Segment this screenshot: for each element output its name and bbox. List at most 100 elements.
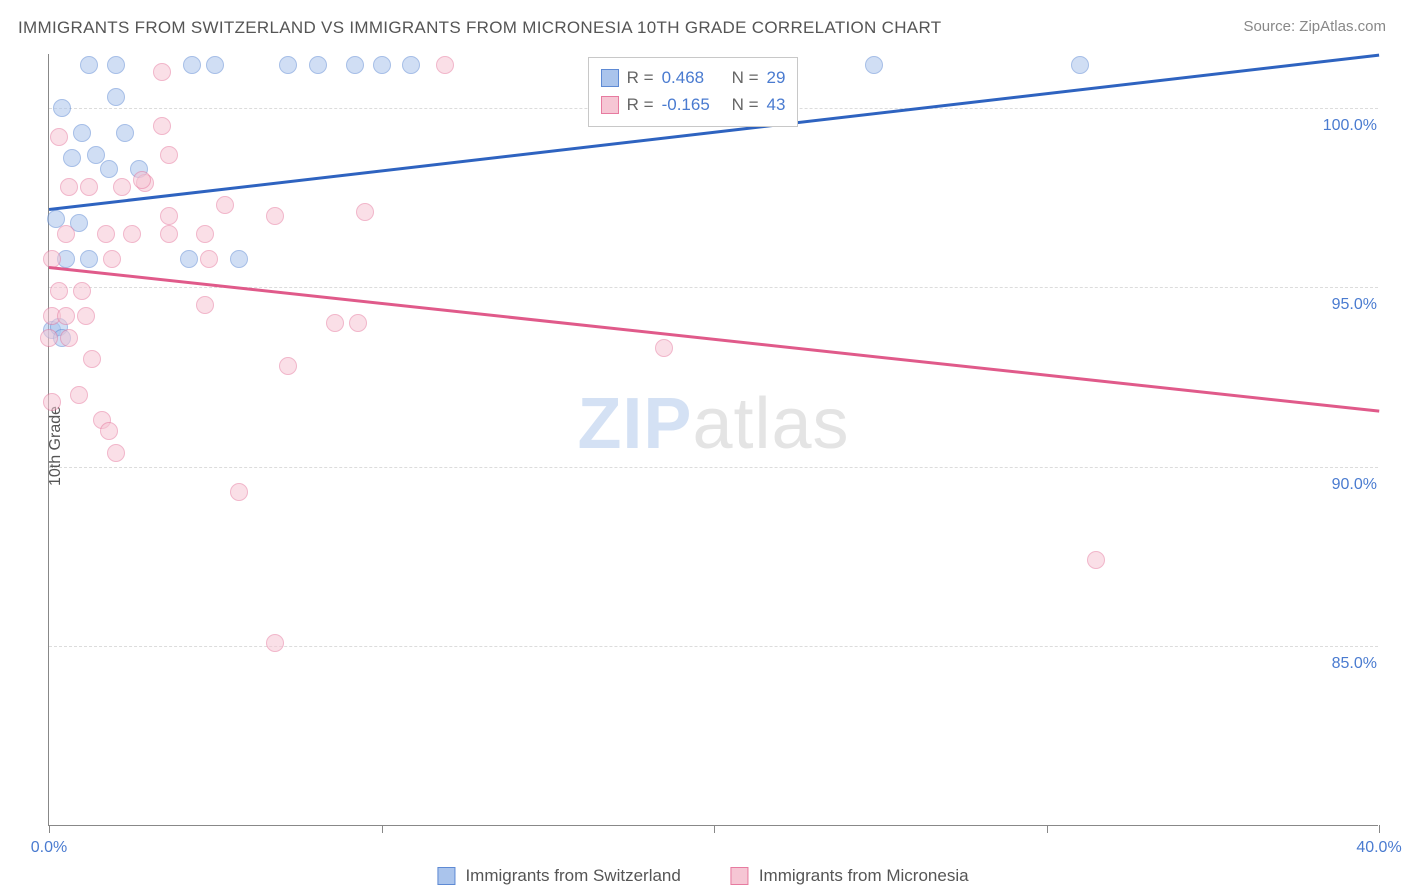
x-tick <box>1047 825 1048 833</box>
scatter-point <box>346 56 364 74</box>
scatter-point <box>80 178 98 196</box>
scatter-point <box>40 329 58 347</box>
scatter-point <box>216 196 234 214</box>
scatter-point <box>160 146 178 164</box>
bottom-legend: Immigrants from Switzerland Immigrants fr… <box>437 866 968 886</box>
scatter-point <box>73 282 91 300</box>
scatter-point <box>60 178 78 196</box>
legend-swatch <box>601 96 619 114</box>
scatter-point <box>133 171 151 189</box>
scatter-point <box>50 128 68 146</box>
scatter-point <box>97 225 115 243</box>
scatter-point <box>50 282 68 300</box>
plot-area: ZIPatlas 85.0%90.0%95.0%100.0%0.0%40.0%R… <box>48 54 1378 826</box>
scatter-point <box>180 250 198 268</box>
x-tick-label: 0.0% <box>31 839 67 857</box>
scatter-point <box>655 339 673 357</box>
watermark: ZIPatlas <box>577 383 849 465</box>
y-tick-label: 90.0% <box>1328 476 1381 494</box>
scatter-point <box>196 225 214 243</box>
r-label: R = <box>627 91 654 118</box>
scatter-point <box>183 56 201 74</box>
scatter-point <box>107 444 125 462</box>
scatter-point <box>77 307 95 325</box>
watermark-atlas: atlas <box>692 384 849 464</box>
scatter-point <box>356 203 374 221</box>
gridline-h <box>49 646 1378 647</box>
stats-box: R = 0.468 N = 29 R = -0.165 N = 43 <box>588 57 799 127</box>
scatter-point <box>107 88 125 106</box>
scatter-point <box>279 56 297 74</box>
n-value: 29 <box>767 64 786 91</box>
legend-swatch <box>731 867 749 885</box>
scatter-point <box>123 225 141 243</box>
x-tick <box>1379 825 1380 833</box>
scatter-point <box>1087 551 1105 569</box>
scatter-point <box>113 178 131 196</box>
scatter-point <box>43 250 61 268</box>
y-tick-label: 100.0% <box>1319 117 1381 135</box>
scatter-point <box>402 56 420 74</box>
scatter-point <box>865 56 883 74</box>
stats-row: R = -0.165 N = 43 <box>601 91 786 118</box>
scatter-point <box>436 56 454 74</box>
y-tick-label: 85.0% <box>1328 655 1381 673</box>
scatter-point <box>309 56 327 74</box>
legend-label: Immigrants from Switzerland <box>465 866 680 886</box>
n-label: N = <box>732 91 759 118</box>
x-tick <box>382 825 383 833</box>
scatter-point <box>107 56 125 74</box>
scatter-point <box>73 124 91 142</box>
x-tick <box>49 825 50 833</box>
legend-item: Immigrants from Micronesia <box>731 866 969 886</box>
scatter-point <box>196 296 214 314</box>
scatter-point <box>100 422 118 440</box>
scatter-point <box>206 56 224 74</box>
y-tick-label: 95.0% <box>1328 296 1381 314</box>
scatter-point <box>57 225 75 243</box>
r-label: R = <box>627 64 654 91</box>
x-tick <box>714 825 715 833</box>
gridline-h <box>49 467 1378 468</box>
scatter-point <box>100 160 118 178</box>
chart-title: IMMIGRANTS FROM SWITZERLAND VS IMMIGRANT… <box>18 18 941 38</box>
scatter-point <box>63 149 81 167</box>
scatter-point <box>279 357 297 375</box>
watermark-zip: ZIP <box>577 384 692 464</box>
scatter-point <box>266 634 284 652</box>
n-value: 43 <box>767 91 786 118</box>
legend-swatch <box>437 867 455 885</box>
source-label: Source: ZipAtlas.com <box>1243 18 1386 35</box>
scatter-point <box>60 329 78 347</box>
scatter-point <box>153 63 171 81</box>
scatter-point <box>80 56 98 74</box>
r-value: 0.468 <box>662 64 724 91</box>
stats-row: R = 0.468 N = 29 <box>601 64 786 91</box>
scatter-point <box>373 56 391 74</box>
n-label: N = <box>732 64 759 91</box>
scatter-point <box>83 350 101 368</box>
scatter-point <box>200 250 218 268</box>
scatter-point <box>266 207 284 225</box>
r-value: -0.165 <box>662 91 724 118</box>
scatter-point <box>326 314 344 332</box>
scatter-point <box>103 250 121 268</box>
scatter-point <box>53 99 71 117</box>
scatter-point <box>87 146 105 164</box>
legend-label: Immigrants from Micronesia <box>759 866 969 886</box>
scatter-point <box>1071 56 1089 74</box>
legend-swatch <box>601 69 619 87</box>
scatter-point <box>57 307 75 325</box>
scatter-point <box>80 250 98 268</box>
scatter-point <box>230 250 248 268</box>
scatter-point <box>160 225 178 243</box>
x-tick-label: 40.0% <box>1356 839 1401 857</box>
scatter-point <box>43 393 61 411</box>
scatter-point <box>70 386 88 404</box>
legend-item: Immigrants from Switzerland <box>437 866 680 886</box>
scatter-point <box>160 207 178 225</box>
scatter-point <box>349 314 367 332</box>
scatter-point <box>116 124 134 142</box>
scatter-point <box>153 117 171 135</box>
scatter-point <box>230 483 248 501</box>
